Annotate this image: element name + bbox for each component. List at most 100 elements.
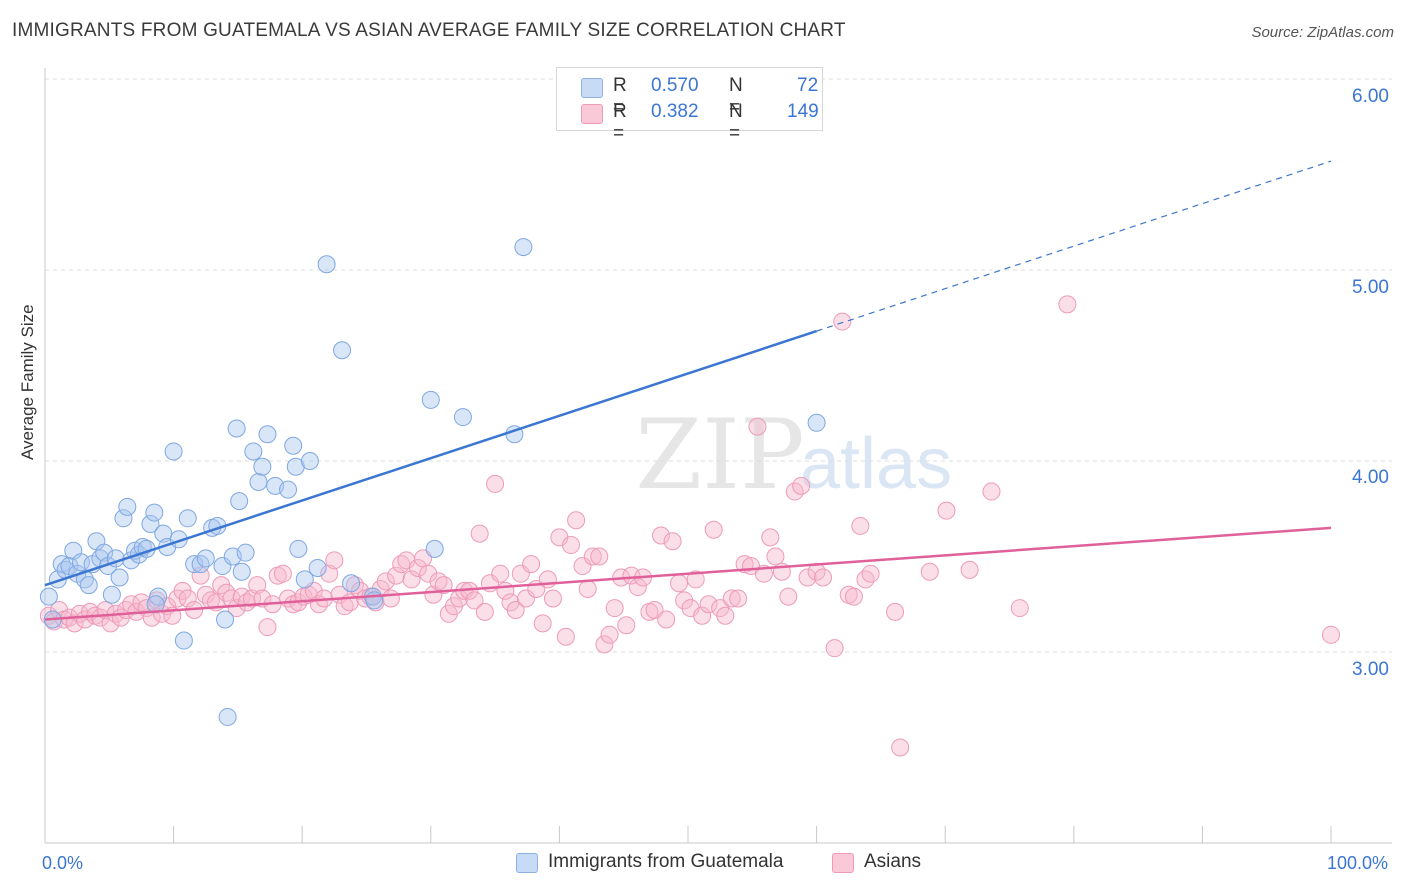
guatemala-point xyxy=(164,442,183,461)
guatemala-point xyxy=(258,425,277,444)
guatemala-point xyxy=(421,390,440,409)
guatemala-point xyxy=(317,255,336,274)
asians-point xyxy=(578,579,597,598)
guatemala-point xyxy=(60,557,79,576)
asians-point xyxy=(470,524,489,543)
guatemala-trend-line xyxy=(44,329,817,587)
guatemala-point xyxy=(425,539,444,558)
asians-point xyxy=(132,593,151,612)
asians-point xyxy=(556,627,575,646)
guatemala-point xyxy=(72,553,91,572)
asians-point xyxy=(475,602,494,621)
guatemala-point xyxy=(807,413,826,432)
asians-point xyxy=(600,625,619,644)
asians-point xyxy=(675,591,694,610)
asians-point xyxy=(543,589,562,608)
guatemala-point xyxy=(178,509,197,528)
asians-point xyxy=(651,526,670,545)
watermark-atlas: atlas xyxy=(800,424,952,504)
guatemala-point xyxy=(216,610,235,629)
guatemala-point xyxy=(284,436,303,455)
guatemala-point xyxy=(118,497,137,516)
asians-point xyxy=(779,587,798,606)
asians-point xyxy=(628,578,647,597)
n-label: N = xyxy=(729,101,743,144)
guatemala-point xyxy=(185,555,204,574)
asians-point xyxy=(258,618,277,637)
asians-points xyxy=(39,295,1340,757)
guatemala-point xyxy=(232,562,251,581)
n-value: 72 xyxy=(797,75,819,96)
guatemala-point xyxy=(145,503,164,522)
asians-point xyxy=(248,576,267,595)
guatemala-point xyxy=(196,549,215,568)
asians-point xyxy=(402,570,421,589)
guatemala-point xyxy=(191,555,210,574)
asians-point xyxy=(381,589,400,608)
asians-point xyxy=(622,566,641,585)
guatemala-point xyxy=(453,408,472,427)
asians-point xyxy=(982,482,1001,501)
asians-point xyxy=(196,585,215,604)
asians-point xyxy=(792,476,811,495)
asians-point xyxy=(595,635,614,654)
asians-point xyxy=(583,547,602,566)
chart-title: IMMIGRANTS FROM GUATEMALA VS ASIAN AVERA… xyxy=(12,20,846,41)
asians-point xyxy=(833,312,852,331)
asians-point xyxy=(699,595,718,614)
asians-point xyxy=(657,610,676,629)
guatemala-point xyxy=(141,515,160,534)
guatemala-point xyxy=(253,457,272,476)
guatemala-point xyxy=(342,574,361,593)
asians-point xyxy=(325,551,344,570)
asians-point xyxy=(605,599,624,618)
asians-point xyxy=(522,555,541,574)
asians-point xyxy=(686,570,705,589)
asians-point xyxy=(851,516,870,535)
asians-point xyxy=(243,589,262,608)
guatemala-point xyxy=(333,341,352,360)
legend-label-guatemala: Immigrants from Guatemala xyxy=(548,851,784,872)
guatemala-point xyxy=(295,570,314,589)
asians-point xyxy=(825,639,844,658)
guatemala-point xyxy=(300,452,319,470)
r-value: 0.382 xyxy=(651,101,699,122)
y-tick-4: 4.00 xyxy=(1352,467,1389,488)
asians-point xyxy=(861,564,880,583)
asians-swatch xyxy=(832,853,854,873)
asians-point xyxy=(798,568,817,587)
watermark-zip: ZIP xyxy=(635,399,804,511)
guatemala-point xyxy=(102,585,121,604)
asians-point xyxy=(716,606,735,625)
n-label: N = xyxy=(729,75,743,118)
asians-point xyxy=(856,570,875,589)
asians-point xyxy=(320,564,339,583)
guatemala-point xyxy=(218,707,237,726)
asians-point xyxy=(538,570,557,589)
guatemala-point xyxy=(279,480,298,499)
asians-point xyxy=(1010,599,1029,618)
asians-point xyxy=(748,417,767,436)
asians-point xyxy=(419,564,438,583)
guatemala-point xyxy=(514,238,533,257)
guatemala-point xyxy=(227,419,246,438)
asians-point xyxy=(617,616,636,635)
asians-point xyxy=(960,560,979,579)
asians-point xyxy=(663,532,682,551)
asians-point xyxy=(814,568,833,587)
guatemala-point xyxy=(308,558,327,577)
asians-point xyxy=(766,547,785,566)
guatemala-swatch xyxy=(516,853,538,873)
guatemala-point xyxy=(174,631,193,650)
asians-point xyxy=(1322,625,1340,644)
asians-trend-line xyxy=(44,526,1332,621)
guatemala-point xyxy=(39,587,58,606)
asians-point xyxy=(434,576,453,595)
asians-point xyxy=(533,614,552,633)
guatemala-points xyxy=(39,238,826,726)
asians-point xyxy=(920,562,939,581)
asians-point xyxy=(669,574,688,593)
guatemala-point xyxy=(230,492,249,511)
guatemala-point xyxy=(110,568,129,587)
